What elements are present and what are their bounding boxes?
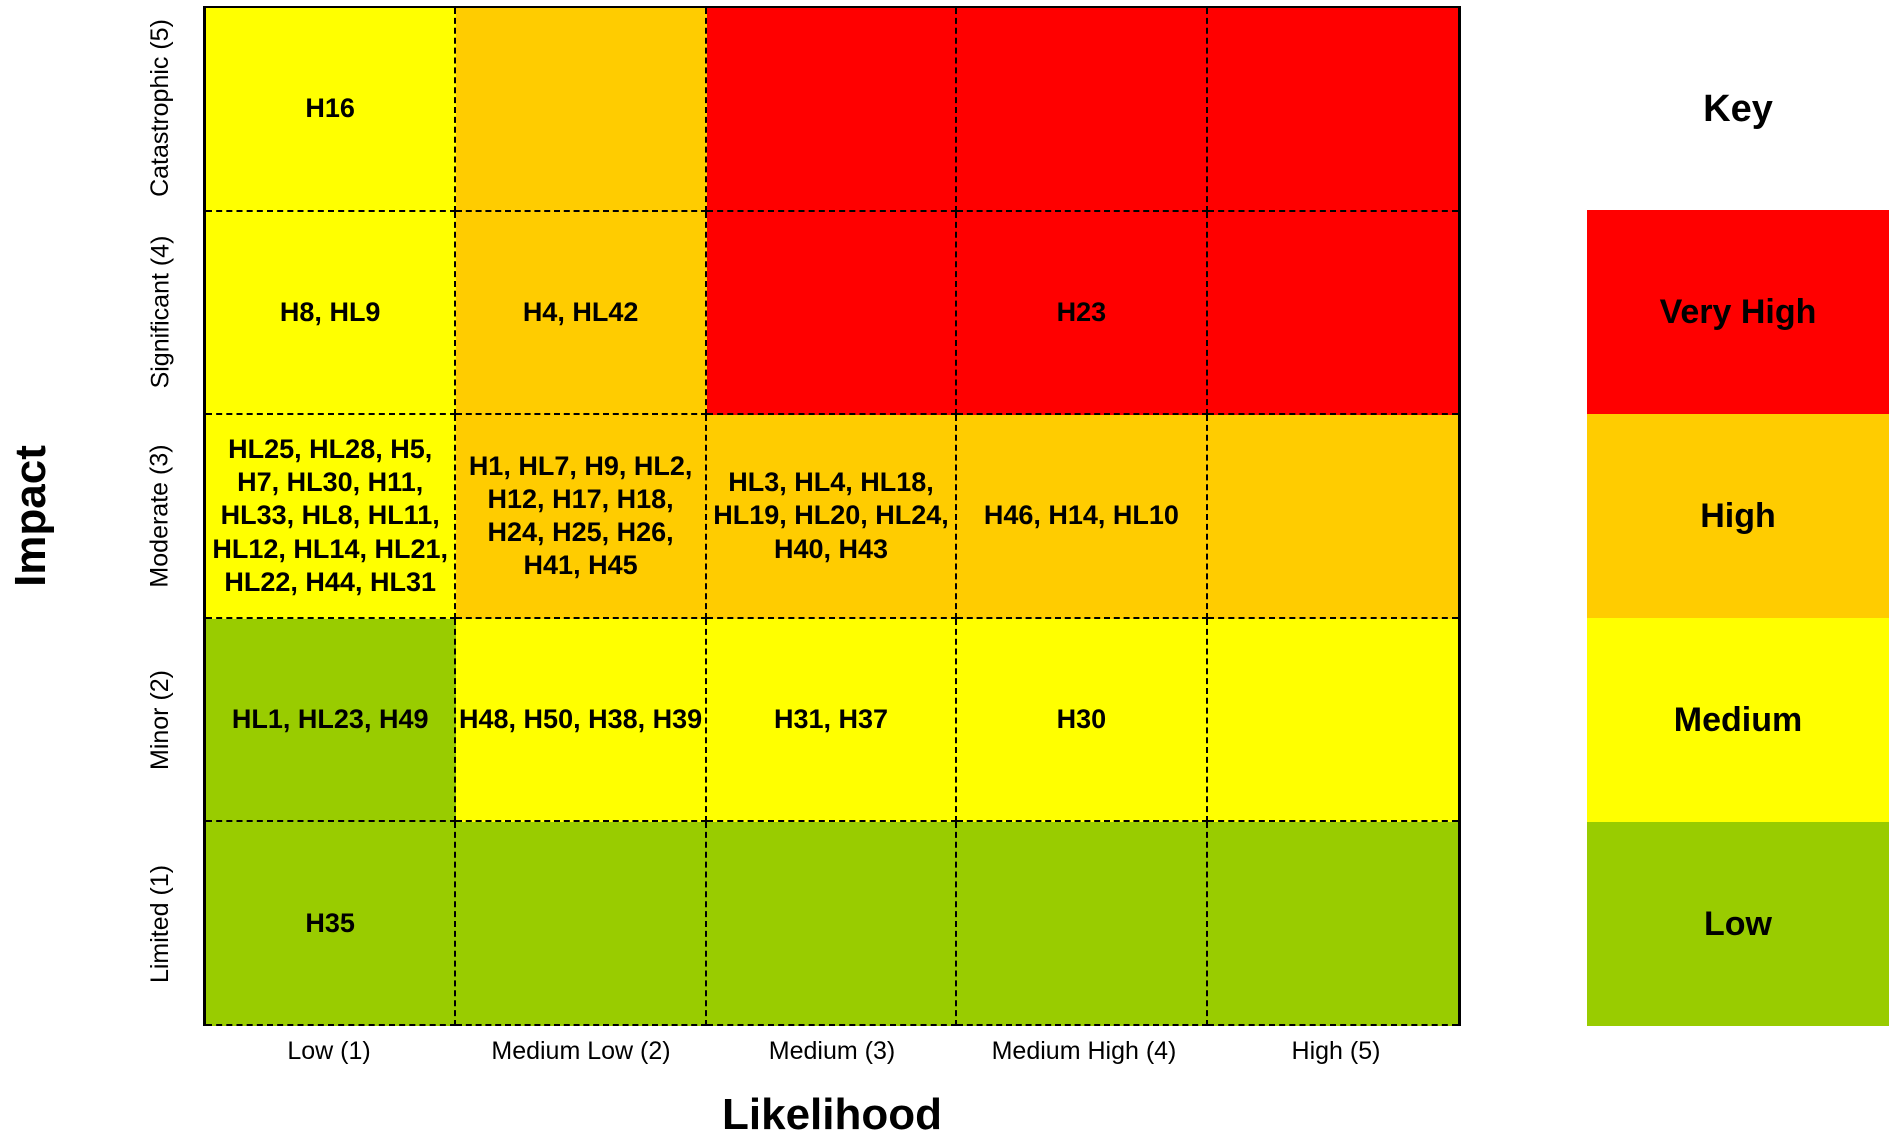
matrix-cell [706,8,958,212]
x-tick-label: High (5) [1291,1037,1381,1065]
x-axis-title: Likelihood [722,1090,942,1139]
matrix-cell [1207,822,1458,1026]
key-item-high: High [1587,414,1889,618]
matrix-cell [456,822,707,1026]
key-item-very-high: Very High [1587,210,1889,414]
y-tick-label: Catastrophic (5) [146,19,175,197]
matrix-cell: H35 [206,822,457,1026]
x-tick-label: Medium (3) [768,1037,896,1065]
y-tick-label: Limited (1) [146,864,174,984]
matrix-cell [706,211,958,416]
matrix-cell: HL3, HL4, HL18, HL19, HL20, HL24, H40, H… [706,415,958,619]
x-tick-label: Low (1) [287,1037,371,1065]
matrix-cell: HL1, HL23, H49 [206,618,457,823]
matrix-cell [957,822,1208,1026]
matrix-cell [1207,618,1458,823]
matrix-cell: H46, H14, HL10 [957,415,1208,619]
matrix-cell: H30 [957,618,1208,823]
matrix-cell: H23 [957,211,1208,416]
matrix-cell: H48, H50, H38, H39 [456,618,707,823]
matrix-cell [1207,415,1458,619]
key-title: Key [1703,88,1773,130]
matrix-cell [1207,8,1458,212]
matrix-cell: H8, HL9 [206,211,457,416]
y-tick-label: Minor (2) [146,669,175,771]
matrix-cell [456,8,707,212]
matrix-cell: H1, HL7, H9, HL2, H12, H17, H18, H24, H2… [456,415,707,619]
matrix-cell: H16 [206,8,457,212]
key-item-medium: Medium [1587,618,1889,822]
x-tick-label: Medium High (4) [991,1037,1177,1065]
risk-matrix-grid: H16 H8, HL9 H4, HL42 H23 HL25, HL28, H5, H7,… [203,6,1461,1026]
y-tick-label: Moderate (3) [146,444,174,588]
matrix-cell: H4, HL42 [456,211,707,416]
matrix-cell [1207,211,1458,416]
matrix-cell [957,8,1208,212]
matrix-cell: HL25, HL28, H5, H7, HL30, H11, HL33, HL8… [206,415,457,619]
matrix-cell [706,822,958,1026]
matrix-cell: H31, H37 [706,618,958,823]
key-item-low: Low [1587,822,1889,1026]
y-tick-label: Significant (4) [146,235,175,389]
x-tick-label: Medium Low (2) [491,1037,671,1065]
y-axis-title: Impact [6,445,56,587]
